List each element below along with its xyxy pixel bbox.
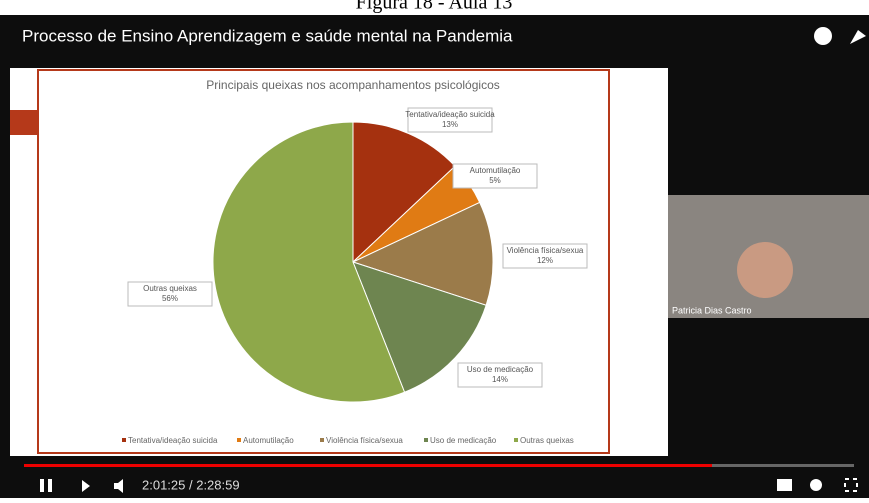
legend-swatch bbox=[514, 438, 518, 442]
screen: Figura 18 - Aula 13 Processo de Ensino A… bbox=[0, 0, 869, 498]
legend-swatch bbox=[320, 438, 324, 442]
legend-label: Automutilação bbox=[243, 436, 294, 445]
legend-swatch bbox=[122, 438, 126, 442]
slide-decoration bbox=[10, 110, 38, 135]
pause-button[interactable] bbox=[40, 479, 44, 492]
speaker-name: Patricia Dias Castro bbox=[672, 305, 752, 315]
legend-label: Outras queixas bbox=[520, 436, 574, 445]
legend-label: Violência física/sexua bbox=[326, 436, 403, 445]
watch-later-icon[interactable] bbox=[814, 27, 832, 45]
data-label-value: 12% bbox=[537, 256, 553, 265]
legend-label: Tentativa/ideação suicida bbox=[128, 436, 218, 445]
data-label-name: Outras queixas bbox=[143, 284, 197, 293]
subtitles-button[interactable] bbox=[777, 479, 792, 491]
settings-button[interactable] bbox=[810, 479, 822, 491]
chart-title: Principais queixas nos acompanhamentos p… bbox=[206, 78, 500, 92]
progress-played[interactable] bbox=[24, 464, 712, 467]
data-label-value: 56% bbox=[162, 294, 178, 303]
legend-swatch bbox=[237, 438, 241, 442]
data-label-value: 14% bbox=[492, 375, 508, 384]
speaker-face bbox=[737, 242, 793, 298]
data-label-value: 5% bbox=[489, 176, 501, 185]
video-title: Processo de Ensino Aprendizagem e saúde … bbox=[22, 26, 513, 45]
legend-label: Uso de medicação bbox=[430, 436, 497, 445]
legend-swatch bbox=[424, 438, 428, 442]
data-label-value: 13% bbox=[442, 120, 458, 129]
time-display: 2:01:25 / 2:28:59 bbox=[142, 477, 240, 492]
page: Figura 18 - Aula 13 Processo de Ensino A… bbox=[0, 0, 869, 498]
data-label-name: Uso de medicação bbox=[467, 365, 534, 374]
caption: Figura 18 - Aula 13 bbox=[356, 0, 513, 14]
data-label-name: Violência física/sexua bbox=[507, 246, 584, 255]
pause-button-bar bbox=[48, 479, 52, 492]
data-label-name: Tentativa/ideação suicida bbox=[405, 110, 495, 119]
data-label-name: Automutilação bbox=[470, 166, 521, 175]
